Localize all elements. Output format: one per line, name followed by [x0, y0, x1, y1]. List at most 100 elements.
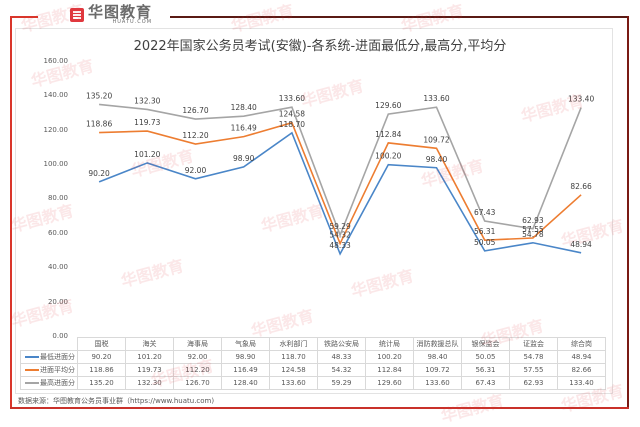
table-header-cell: 海关 — [125, 337, 174, 351]
table-cell: 133.60 — [413, 376, 462, 390]
data-label: 59.29 — [329, 222, 351, 231]
data-table: 国税 海关 海事局 气象局 水利部门 铁路公安局 统计局 消防救援总队 银保监会 证监会 综合岗 最… — [20, 337, 606, 390]
table-header-cell: 水利部门 — [269, 337, 318, 351]
data-label: 50.05 — [474, 238, 496, 247]
data-label: 101.20 — [134, 150, 160, 159]
table-cell: 112.20 — [173, 363, 222, 377]
table-cell: 133.60 — [269, 376, 318, 390]
data-label: 112.84 — [375, 130, 401, 139]
table-cell: 54.32 — [317, 363, 366, 377]
table-cell: 109.72 — [413, 363, 462, 377]
legend-entry: 最低进面分 — [20, 350, 78, 364]
data-label: 135.20 — [86, 91, 112, 100]
table-cell: 50.05 — [461, 350, 510, 364]
table-cell: 92.00 — [173, 350, 222, 364]
data-label: 67.43 — [474, 208, 496, 217]
data-label: 90.20 — [88, 169, 110, 178]
data-label: 126.70 — [182, 106, 208, 115]
data-label: 118.70 — [279, 120, 305, 129]
data-label: 133.60 — [279, 94, 305, 103]
y-tick-label: 140.00 — [43, 91, 69, 100]
data-label: 100.20 — [375, 152, 401, 161]
legend-swatch-icon — [25, 356, 39, 358]
legend-swatch-icon — [25, 369, 39, 371]
table-cell: 56.31 — [461, 363, 510, 377]
table-header-cell: 海事局 — [173, 337, 222, 351]
data-label: 112.20 — [182, 131, 208, 140]
table-row: 最高进面分 135.20 132.30 126.70 128.40 133.60 59.29… — [20, 376, 606, 390]
legend-label: 进面平均分 — [40, 366, 75, 374]
y-tick-label: 100.00 — [43, 160, 69, 168]
series-line — [99, 103, 582, 238]
series-line — [98, 131, 582, 256]
frame-top-left-border — [10, 16, 38, 18]
data-label: 98.90 — [233, 154, 255, 163]
table-cell: 101.20 — [125, 350, 174, 364]
table-header-row: 国税 海关 海事局 气象局 水利部门 铁路公安局 统计局 消防救援总队 银保监会 证监会 综合岗 — [21, 337, 606, 351]
table-cell: 112.84 — [365, 363, 414, 377]
table-header-cell: 铁路公安局 — [317, 337, 366, 351]
data-label: 116.49 — [231, 124, 257, 133]
table-cell: 48.94 — [557, 350, 606, 364]
table-cell: 82.66 — [557, 363, 606, 377]
table-row: 进面平均分 118.86 119.73 112.20 116.49 124.58 54.32… — [20, 363, 606, 377]
y-tick-label: 160.00 — [43, 56, 69, 65]
legend-label: 最低进面分 — [40, 353, 75, 361]
series-line — [99, 121, 582, 246]
data-label: 133.60 — [423, 94, 449, 103]
data-label: 54.78 — [522, 230, 544, 239]
table-cell: 128.40 — [221, 376, 270, 390]
data-label: 118.86 — [86, 120, 112, 129]
y-tick-label: 60.00 — [47, 228, 68, 237]
table-cell: 133.40 — [557, 376, 606, 390]
table-cell: 118.70 — [269, 350, 318, 364]
table-header-cell: 国税 — [77, 337, 126, 351]
chart-area — [15, 28, 613, 394]
table-row: 最低进面分 90.20 101.20 92.00 98.90 118.70 48.33 100… — [20, 350, 606, 364]
table-corner — [21, 338, 78, 351]
data-label: 124.58 — [279, 110, 305, 119]
table-cell: 62.93 — [509, 376, 558, 390]
legend-entry: 最高进面分 — [20, 376, 78, 390]
frame-left-border — [10, 17, 12, 409]
table-cell: 135.20 — [77, 376, 126, 390]
table-cell: 54.78 — [509, 350, 558, 364]
data-label: 57.55 — [522, 225, 544, 234]
table-cell: 118.86 — [77, 363, 126, 377]
table-cell: 119.73 — [125, 363, 174, 377]
table-header-cell: 综合岗 — [557, 337, 606, 351]
frame-right-border — [627, 16, 629, 409]
data-label: 48.94 — [570, 240, 592, 249]
table-cell: 67.43 — [461, 376, 510, 390]
data-label: 56.31 — [474, 227, 496, 236]
table-header-cell: 消防救援总队 — [413, 337, 462, 351]
table-cell: 57.55 — [509, 363, 558, 377]
data-label: 129.60 — [375, 101, 401, 110]
frame-top-right-border — [170, 16, 629, 18]
legend-swatch-icon — [25, 382, 39, 384]
data-label: 98.40 — [426, 155, 448, 164]
table-cell: 98.40 — [413, 350, 462, 364]
table-header-cell: 银保监会 — [461, 337, 510, 351]
data-label: 92.00 — [185, 166, 207, 175]
data-label: 54.32 — [329, 231, 351, 240]
data-label: 133.40 — [568, 95, 594, 104]
table-cell: 126.70 — [173, 376, 222, 390]
table-cell: 116.49 — [221, 363, 270, 377]
huatu-logo: 华图教育 HUATU.COM — [66, 3, 157, 26]
y-tick-label: 40.00 — [47, 263, 68, 272]
data-label: 119.73 — [134, 118, 160, 127]
logo-text-cn: 华图教育 — [88, 3, 153, 21]
table-header-cell: 统计局 — [365, 337, 414, 351]
frame-bottom-border — [10, 407, 629, 409]
table-cell: 59.29 — [317, 376, 366, 390]
table-cell: 90.20 — [77, 350, 126, 364]
data-source-note: 数据来源：华图教育公务员事业群（https://www.huatu.com) — [18, 397, 215, 405]
y-tick-label: 120.00 — [43, 125, 69, 134]
y-tick-label: 20.00 — [47, 297, 68, 306]
legend-label: 最高进面分 — [40, 379, 75, 387]
table-cell: 132.30 — [125, 376, 174, 390]
table-header-cell: 证监会 — [509, 337, 558, 351]
data-label: 109.72 — [423, 135, 449, 144]
